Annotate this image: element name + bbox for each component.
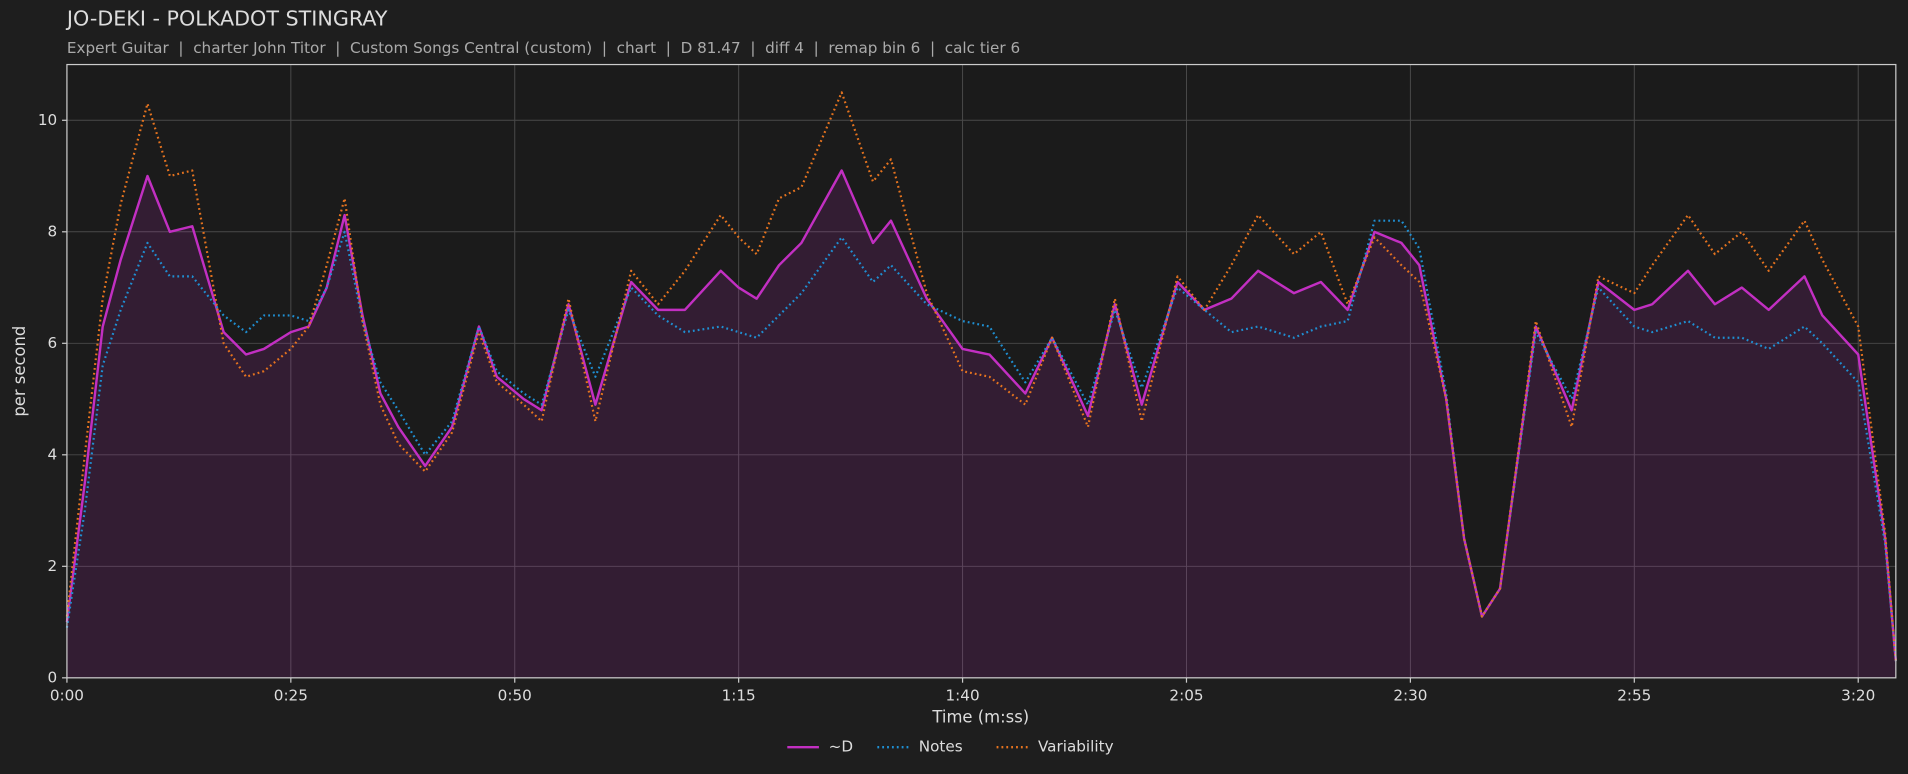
y-tick-label: 0 xyxy=(48,668,58,686)
x-tick-label: 0:00 xyxy=(50,687,84,705)
x-tick-label: 2:55 xyxy=(1617,687,1651,705)
line xyxy=(65,219,1897,662)
x-tick-label: 2:05 xyxy=(1169,687,1203,705)
y-tick-label: 6 xyxy=(48,334,58,352)
y-tick-label: 2 xyxy=(48,557,58,575)
y-tick-label: 4 xyxy=(48,445,58,463)
chart-title: JO-DEKI - POLKADOT STINGRAY xyxy=(65,7,388,31)
plot-border xyxy=(66,63,1897,679)
x-tick-label: 3:20 xyxy=(1841,687,1875,705)
y-axis-label: per second xyxy=(10,326,29,417)
line xyxy=(65,169,1898,662)
legend-label: Variability xyxy=(1038,738,1114,756)
x-tick-label: 2:30 xyxy=(1393,687,1427,705)
x-axis-label: Time (m:ss) xyxy=(931,707,1029,726)
x-tick-label: 0:25 xyxy=(274,687,308,705)
legend-label: ~D xyxy=(829,738,853,756)
chart-subtitle: Expert Guitar | charter John Titor | Cus… xyxy=(67,39,1020,57)
area xyxy=(66,170,1896,678)
plot-area xyxy=(66,64,1896,678)
x-tick-label: 1:15 xyxy=(722,687,756,705)
line xyxy=(65,91,1897,662)
y-tick-label: 8 xyxy=(48,222,58,240)
x-tick-label: 1:40 xyxy=(945,687,979,705)
legend-label: Notes xyxy=(919,738,963,756)
y-tick-label: 10 xyxy=(38,111,57,129)
x-tick-label: 0:50 xyxy=(498,687,532,705)
